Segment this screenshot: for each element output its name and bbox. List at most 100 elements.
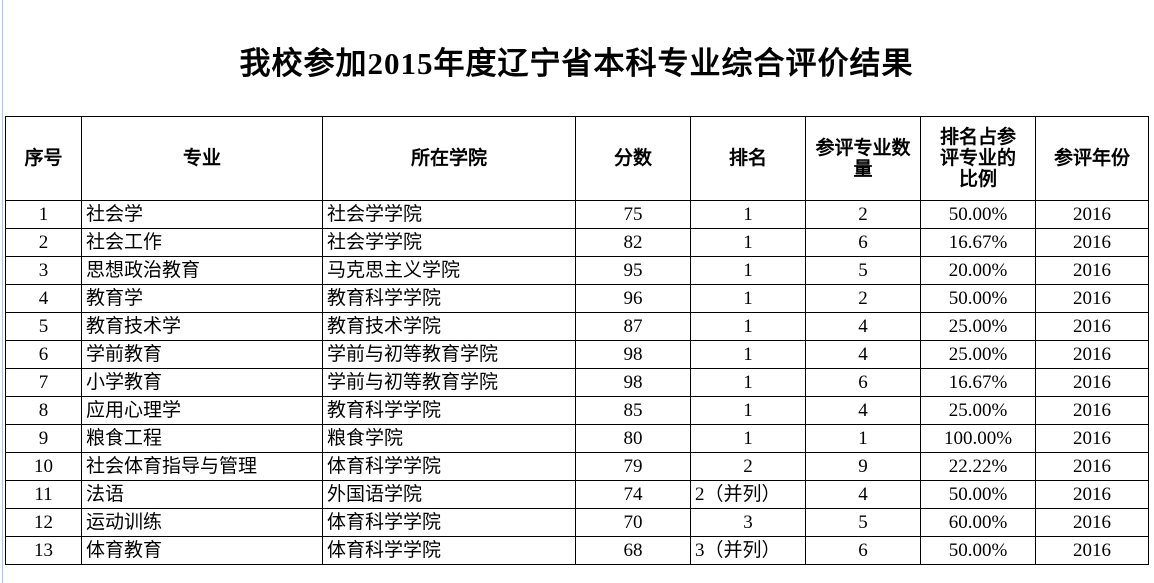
cell-rank[interactable]: 2（并列） [690, 480, 806, 509]
cell-rank[interactable]: 1 [690, 424, 806, 453]
cell-year[interactable]: 2016 [1035, 340, 1149, 369]
cell-index[interactable]: 10 [5, 452, 82, 481]
cell-rank[interactable]: 1 [690, 340, 806, 369]
cell-index[interactable]: 9 [5, 424, 82, 453]
cell-participant-count[interactable]: 5 [805, 256, 921, 285]
cell-major[interactable]: 社会工作 [81, 228, 323, 257]
cell-major[interactable]: 学前教育 [81, 340, 323, 369]
cell-rank[interactable]: 2 [690, 452, 806, 481]
cell-participant-count[interactable]: 9 [805, 452, 921, 481]
cell-participant-count[interactable]: 4 [805, 396, 921, 425]
cell-rank-ratio[interactable]: 25.00% [920, 396, 1036, 425]
cell-college[interactable]: 体育科学学院 [322, 508, 576, 537]
cell-rank-ratio[interactable]: 16.67% [920, 368, 1036, 397]
cell-score[interactable]: 70 [575, 508, 691, 537]
cell-college[interactable]: 学前与初等教育学院 [322, 340, 576, 369]
cell-year[interactable]: 2016 [1035, 536, 1149, 565]
cell-major[interactable]: 应用心理学 [81, 396, 323, 425]
cell-score[interactable]: 95 [575, 256, 691, 285]
cell-college[interactable]: 马克思主义学院 [322, 256, 576, 285]
cell-rank[interactable]: 1 [690, 368, 806, 397]
cell-rank[interactable]: 3 [690, 508, 806, 537]
cell-college[interactable]: 粮食学院 [322, 424, 576, 453]
cell-participant-count[interactable]: 4 [805, 340, 921, 369]
cell-major[interactable]: 法语 [81, 480, 323, 509]
cell-rank[interactable]: 1 [690, 256, 806, 285]
cell-year[interactable]: 2016 [1035, 396, 1149, 425]
cell-index[interactable]: 13 [5, 536, 82, 565]
cell-college[interactable]: 学前与初等教育学院 [322, 368, 576, 397]
cell-rank-ratio[interactable]: 50.00% [920, 480, 1036, 509]
cell-year[interactable]: 2016 [1035, 424, 1149, 453]
cell-rank-ratio[interactable]: 60.00% [920, 508, 1036, 537]
cell-rank[interactable]: 1 [690, 312, 806, 341]
cell-rank-ratio[interactable]: 100.00% [920, 424, 1036, 453]
cell-index[interactable]: 6 [5, 340, 82, 369]
cell-college[interactable]: 社会学学院 [322, 228, 576, 257]
cell-score[interactable]: 80 [575, 424, 691, 453]
cell-participant-count[interactable]: 1 [805, 424, 921, 453]
cell-year[interactable]: 2016 [1035, 284, 1149, 313]
cell-index[interactable]: 11 [5, 480, 82, 509]
cell-participant-count[interactable]: 5 [805, 508, 921, 537]
cell-index[interactable]: 7 [5, 368, 82, 397]
cell-rank[interactable]: 1 [690, 396, 806, 425]
cell-score[interactable]: 96 [575, 284, 691, 313]
cell-participant-count[interactable]: 2 [805, 284, 921, 313]
cell-index[interactable]: 3 [5, 256, 82, 285]
cell-participant-count[interactable]: 6 [805, 536, 921, 565]
cell-participant-count[interactable]: 6 [805, 228, 921, 257]
cell-major[interactable]: 小学教育 [81, 368, 323, 397]
cell-score[interactable]: 98 [575, 368, 691, 397]
cell-college[interactable]: 体育科学学院 [322, 452, 576, 481]
cell-major[interactable]: 社会体育指导与管理 [81, 452, 323, 481]
cell-major[interactable]: 思想政治教育 [81, 256, 323, 285]
cell-rank[interactable]: 1 [690, 200, 806, 229]
cell-year[interactable]: 2016 [1035, 368, 1149, 397]
cell-score[interactable]: 82 [575, 228, 691, 257]
cell-score[interactable]: 75 [575, 200, 691, 229]
cell-rank[interactable]: 1 [690, 284, 806, 313]
cell-major[interactable]: 教育技术学 [81, 312, 323, 341]
cell-participant-count[interactable]: 4 [805, 312, 921, 341]
cell-major[interactable]: 粮食工程 [81, 424, 323, 453]
cell-college[interactable]: 教育技术学院 [322, 312, 576, 341]
cell-college[interactable]: 外国语学院 [322, 480, 576, 509]
cell-index[interactable]: 8 [5, 396, 82, 425]
cell-rank-ratio[interactable]: 50.00% [920, 200, 1036, 229]
cell-score[interactable]: 68 [575, 536, 691, 565]
cell-score[interactable]: 74 [575, 480, 691, 509]
cell-rank-ratio[interactable]: 25.00% [920, 312, 1036, 341]
cell-year[interactable]: 2016 [1035, 312, 1149, 341]
cell-year[interactable]: 2016 [1035, 200, 1149, 229]
cell-index[interactable]: 1 [5, 200, 82, 229]
cell-rank-ratio[interactable]: 20.00% [920, 256, 1036, 285]
cell-index[interactable]: 12 [5, 508, 82, 537]
cell-major[interactable]: 社会学 [81, 200, 323, 229]
cell-participant-count[interactable]: 6 [805, 368, 921, 397]
cell-college[interactable]: 社会学学院 [322, 200, 576, 229]
cell-college[interactable]: 体育科学学院 [322, 536, 576, 565]
cell-rank[interactable]: 3（并列） [690, 536, 806, 565]
cell-year[interactable]: 2016 [1035, 228, 1149, 257]
cell-year[interactable]: 2016 [1035, 508, 1149, 537]
cell-index[interactable]: 5 [5, 312, 82, 341]
cell-participant-count[interactable]: 4 [805, 480, 921, 509]
cell-score[interactable]: 98 [575, 340, 691, 369]
cell-rank-ratio[interactable]: 16.67% [920, 228, 1036, 257]
cell-rank[interactable]: 1 [690, 228, 806, 257]
cell-year[interactable]: 2016 [1035, 480, 1149, 509]
cell-major[interactable]: 运动训练 [81, 508, 323, 537]
cell-major[interactable]: 教育学 [81, 284, 323, 313]
cell-score[interactable]: 85 [575, 396, 691, 425]
cell-rank-ratio[interactable]: 25.00% [920, 340, 1036, 369]
cell-rank-ratio[interactable]: 22.22% [920, 452, 1036, 481]
cell-rank-ratio[interactable]: 50.00% [920, 284, 1036, 313]
cell-college[interactable]: 教育科学学院 [322, 284, 576, 313]
cell-participant-count[interactable]: 2 [805, 200, 921, 229]
cell-year[interactable]: 2016 [1035, 256, 1149, 285]
cell-major[interactable]: 体育教育 [81, 536, 323, 565]
cell-index[interactable]: 4 [5, 284, 82, 313]
cell-year[interactable]: 2016 [1035, 452, 1149, 481]
cell-score[interactable]: 79 [575, 452, 691, 481]
